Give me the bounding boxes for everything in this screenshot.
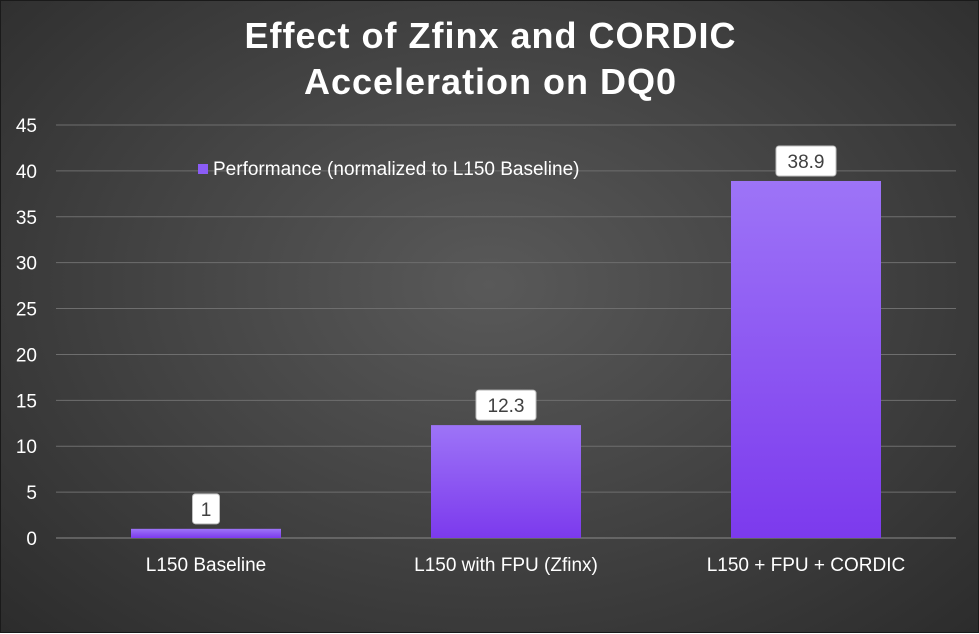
legend-label: Performance (normalized to L150 Baseline… [213,159,579,180]
data-label: 1 [201,500,212,521]
y-tick-label: 30 [16,254,37,275]
x-tick-label: L150 Baseline [146,555,266,576]
y-tick-label: 25 [16,300,37,321]
x-tick-label: L150 + FPU + CORDIC [707,555,906,576]
data-label-box [475,389,537,421]
y-tick-label: 10 [16,437,37,458]
x-tick-label: L150 with FPU (Zfinx) [414,555,598,576]
chart-title-line-1: Effect of Zfinx and CORDIC [244,15,737,56]
data-label-box [775,145,837,177]
y-tick-label: 5 [26,483,37,504]
y-tick-label: 0 [26,529,37,550]
chart-title: Effect of Zfinx and CORDIC Acceleration … [1,13,979,105]
data-label: 38.9 [788,152,825,173]
y-tick-label: 45 [16,116,37,137]
y-tick-label: 20 [16,345,37,366]
legend-swatch [198,164,208,174]
chart-title-line-2: Acceleration on DQ0 [303,61,678,102]
y-tick-label: 15 [16,391,37,412]
bar [131,528,281,538]
y-tick-label: 35 [16,208,37,229]
y-tick-label: 40 [16,162,37,183]
bar [731,180,881,539]
data-label: 12.3 [488,396,525,417]
bar [431,425,581,538]
data-label-box [192,493,220,525]
